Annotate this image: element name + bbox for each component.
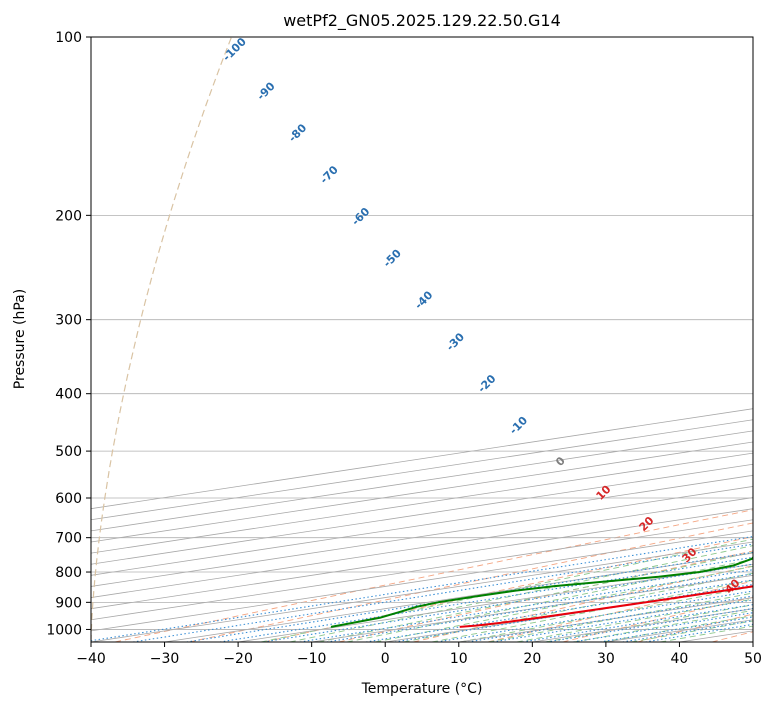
y-tick-label: 400 — [55, 387, 82, 403]
y-tick-label: 1000 — [46, 622, 82, 638]
isotherm — [91, 441, 753, 543]
x-tick-label: −20 — [223, 651, 253, 667]
isotherm — [91, 419, 753, 521]
x-tick-label: −30 — [150, 651, 180, 667]
skewed-isotherms — [91, 408, 753, 642]
y-tick-label: 900 — [55, 595, 82, 611]
isotherm — [91, 530, 753, 632]
mixing-ratio-line — [299, 569, 753, 642]
moist-adiabat-label: -50 — [381, 247, 404, 270]
x-tick-label: 20 — [523, 651, 541, 667]
moist-adiabat-label: -10 — [507, 414, 530, 437]
y-tick-label: 500 — [55, 444, 82, 460]
lcl-reference-line — [91, 37, 233, 642]
x-tick-label: 40 — [671, 651, 689, 667]
mixing-ratio-lines — [91, 535, 753, 642]
dewpoint-line — [330, 556, 753, 628]
dry-adiabat — [562, 596, 753, 642]
mixing-ratio-line — [645, 623, 753, 642]
isotherm — [91, 508, 753, 610]
isotherm — [532, 608, 753, 642]
y-axis-ticks: 100 200 300 400 500 600 700 800 900 1000 — [46, 30, 91, 638]
isotherm — [91, 408, 753, 510]
moist-adiabat-label: -100 — [220, 35, 249, 64]
isotherm — [91, 463, 753, 565]
isotherm — [91, 497, 753, 598]
mixing-ratio-line — [132, 543, 753, 642]
mixing-ratio-line — [492, 599, 753, 642]
x-tick-label: 50 — [744, 651, 762, 667]
dry-adiabat — [338, 550, 753, 642]
dry-adiabat — [115, 509, 753, 642]
dry-adiabat-label: 30 — [680, 545, 700, 565]
x-tick-label: −40 — [76, 651, 106, 667]
mixing-ratio-line — [365, 579, 753, 642]
moist-adiabat-label: -80 — [286, 121, 309, 144]
y-tick-label: 800 — [55, 565, 82, 581]
y-tick-label: 200 — [55, 208, 82, 224]
isotherm — [91, 486, 753, 587]
isotherm — [385, 586, 753, 642]
dry-adiabat-label: 20 — [637, 514, 657, 534]
mixing-ratio-line — [573, 612, 753, 642]
moist-adiabat — [375, 565, 753, 642]
mixing-ratio-line — [186, 551, 753, 642]
dry-adiabat — [487, 580, 753, 642]
series-lines — [330, 556, 753, 628]
moist-adiabat-label: -70 — [318, 163, 341, 186]
isobars — [91, 37, 753, 630]
dry-adiabat — [189, 522, 753, 642]
y-tick-label: 100 — [55, 30, 82, 46]
x-tick-label: 0 — [381, 651, 390, 667]
mixing-ratio-line — [467, 595, 753, 642]
y-tick-label: 700 — [55, 531, 82, 547]
y-axis-label: Pressure (hPa) — [12, 289, 28, 389]
isotherm — [91, 452, 753, 554]
moist-adiabat-label: -90 — [254, 79, 277, 102]
moist-adiabat-label: -40 — [412, 288, 435, 311]
isotherm — [91, 474, 753, 576]
dry-adiabat — [264, 536, 753, 642]
chart-title: wetPf2_GN05.2025.129.22.50.G14 — [283, 11, 561, 31]
moist-adiabat — [488, 592, 753, 642]
dry-adiabat-label: 0 — [553, 454, 568, 469]
mixing-ratio-line — [326, 573, 753, 642]
moist-adiabat — [573, 609, 753, 642]
isotherm — [752, 641, 753, 642]
isotherm — [91, 519, 753, 621]
dry-adiabats — [115, 509, 753, 642]
x-axis-label: Temperature (°C) — [361, 681, 483, 697]
plot-area: 0.10.20.40.611.52346810131620253036-100-… — [91, 35, 753, 642]
isotherm — [91, 541, 753, 642]
y-tick-label: 300 — [55, 313, 82, 329]
lcl-curve — [91, 37, 233, 642]
moist-adiabat — [289, 545, 753, 642]
moist-adiabat — [431, 579, 753, 642]
moist-adiabats — [260, 538, 753, 642]
line-labels: 0.10.20.40.611.52346810131620253036-100-… — [220, 35, 743, 597]
moist-adiabat — [516, 598, 753, 642]
dry-adiabat — [413, 565, 753, 642]
x-tick-label: −10 — [297, 651, 327, 667]
moist-adiabat — [346, 558, 753, 642]
mixing-ratio-line — [263, 563, 753, 642]
moist-adiabat-label: -20 — [475, 372, 498, 395]
y-tick-label: 600 — [55, 491, 82, 507]
temperature-line — [459, 585, 753, 628]
x-axis-ticks: −40 −30 −20 −10 0 10 20 30 40 50 — [76, 642, 762, 667]
moist-adiabat — [260, 538, 753, 642]
moist-adiabat-label: -60 — [349, 205, 372, 228]
isotherm — [91, 430, 753, 532]
x-tick-label: 30 — [597, 651, 615, 667]
moist-adiabat — [660, 625, 753, 642]
dry-adiabat — [711, 631, 753, 642]
moist-adiabat-label: -30 — [444, 330, 467, 353]
x-tick-label: 10 — [450, 651, 468, 667]
plot-frame — [90, 36, 754, 643]
mixing-ratio-line — [394, 583, 753, 642]
